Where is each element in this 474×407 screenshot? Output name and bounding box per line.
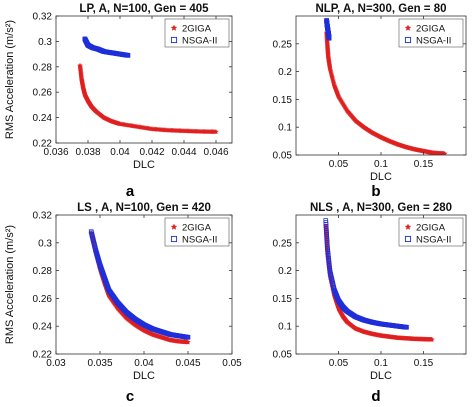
series-2giga bbox=[77, 62, 219, 135]
y-tick-label: 0.28 bbox=[33, 62, 53, 73]
y-tick-label: 0.28 bbox=[33, 266, 53, 277]
x-tick-label: 0.046 bbox=[203, 147, 228, 158]
x-tick-label: 0.04 bbox=[110, 147, 130, 158]
panel-b: NLP, A, N=300, Gen = 80 0.05 0.1 0.15 0.05 0.… bbox=[273, 3, 467, 200]
data-layer bbox=[323, 18, 448, 155]
x-tick-label: 0.036 bbox=[43, 147, 68, 158]
y-axis-label: RMS Acceleration (m/s²) bbox=[4, 20, 16, 139]
x-tick-label: 0.045 bbox=[175, 358, 200, 369]
y-tick-label: 0.22 bbox=[33, 139, 53, 150]
series-nsga-ii bbox=[88, 229, 191, 340]
series-2giga bbox=[323, 29, 448, 155]
series-nsga-ii bbox=[323, 218, 409, 330]
y-tick-label: 0.1 bbox=[278, 322, 292, 333]
y-tick-label: 0.25 bbox=[273, 39, 293, 50]
x-tick-label: 0.03 bbox=[46, 358, 66, 369]
data-point bbox=[326, 35, 332, 41]
y-tick-label: 0.32 bbox=[33, 12, 53, 23]
y-tick-label: 0.1 bbox=[278, 123, 292, 134]
y-tick-label: 0.2 bbox=[278, 266, 292, 277]
legend-marker-star bbox=[170, 24, 178, 31]
data-point bbox=[185, 339, 191, 345]
legend-marker-square bbox=[404, 235, 412, 243]
x-axis-label: DLC bbox=[133, 159, 155, 171]
x-tick-label: 0.1 bbox=[374, 159, 388, 170]
y-tick-label: 0.3 bbox=[38, 37, 52, 48]
x-tick-label: 0.044 bbox=[171, 147, 196, 158]
x-axis-label: DLC bbox=[370, 171, 392, 183]
data-point bbox=[185, 335, 191, 340]
data-point bbox=[404, 325, 409, 330]
y-tick-label: 0.22 bbox=[33, 350, 53, 361]
x-tick-label: 0.035 bbox=[87, 358, 112, 369]
legend-label: NSGA-II bbox=[182, 234, 217, 245]
x-tick-label: 0.038 bbox=[75, 147, 100, 158]
legend-label: 2GIGA bbox=[182, 23, 212, 34]
legend-label: NSGA-II bbox=[416, 234, 451, 245]
x-tick-label: 0.15 bbox=[414, 159, 434, 170]
legend-label: NSGA-II bbox=[182, 35, 217, 46]
y-tick-label: 0.26 bbox=[33, 294, 53, 305]
series-2giga bbox=[88, 230, 191, 345]
data-point bbox=[125, 53, 131, 58]
panel-c: LS , A, N=100, Gen = 420 0.03 0.035 0.04 0.0… bbox=[4, 202, 242, 405]
legend-marker-star bbox=[404, 223, 412, 230]
panel-label: d bbox=[371, 388, 380, 405]
data-layer bbox=[77, 36, 219, 135]
panel-label: b bbox=[371, 183, 380, 200]
data-point bbox=[213, 128, 219, 135]
legend-marker-star bbox=[404, 24, 412, 31]
y-tick-label: 0.15 bbox=[273, 95, 293, 106]
x-axis-label: DLC bbox=[133, 370, 155, 382]
panel-label: c bbox=[126, 388, 134, 405]
x-tick-label: 0.05 bbox=[329, 358, 349, 369]
legend-marker-star bbox=[170, 223, 178, 230]
y-tick-label: 0.24 bbox=[33, 113, 53, 124]
legend-marker-square bbox=[170, 235, 178, 243]
chart-title: NLS , A, N=300, Gen = 280 bbox=[310, 202, 452, 214]
y-tick-label: 0.32 bbox=[33, 211, 53, 222]
chart-title: NLP, A, N=300, Gen = 80 bbox=[315, 3, 446, 15]
legend-marker-square bbox=[170, 36, 178, 44]
series-nsga-ii bbox=[324, 18, 332, 41]
x-tick-label: 0.05 bbox=[222, 358, 242, 369]
y-tick-label: 0.3 bbox=[38, 238, 52, 249]
y-tick-label: 0.25 bbox=[273, 238, 293, 249]
chart-title: LS , A, N=100, Gen = 420 bbox=[77, 202, 211, 214]
legend-label: 2GIGA bbox=[416, 23, 446, 34]
data-point bbox=[429, 336, 435, 342]
x-tick-label: 0.04 bbox=[134, 358, 154, 369]
legend-label: 2GIGA bbox=[182, 222, 212, 233]
x-tick-label: 0.1 bbox=[374, 358, 388, 369]
y-tick-label: 0.05 bbox=[273, 151, 293, 162]
data-layer bbox=[322, 218, 435, 342]
panel-label: a bbox=[126, 183, 135, 200]
data-layer bbox=[88, 229, 191, 345]
y-tick-label: 0.24 bbox=[33, 322, 53, 333]
plot-frame bbox=[55, 15, 233, 144]
legend-label: 2GIGA bbox=[416, 222, 446, 233]
y-axis-label: RMS Acceleration (m/s²) bbox=[4, 225, 16, 344]
series-nsga-ii bbox=[82, 36, 131, 58]
chart-title: LP, A, N=100, Gen = 405 bbox=[79, 3, 209, 15]
x-tick-label: 0.042 bbox=[139, 147, 164, 158]
x-tick-label: 0.15 bbox=[414, 358, 434, 369]
x-tick-label: 0.05 bbox=[329, 159, 349, 170]
panel-d: NLS , A, N=300, Gen = 280 0.05 0.1 0.15 0.05… bbox=[273, 202, 467, 405]
x-axis-label: DLC bbox=[370, 370, 392, 382]
y-tick-label: 0.05 bbox=[273, 350, 293, 361]
y-tick-label: 0.26 bbox=[33, 88, 53, 99]
y-tick-label: 0.2 bbox=[278, 67, 292, 78]
y-tick-label: 0.15 bbox=[273, 294, 293, 305]
panel-a: LP, A, N=100, Gen = 405 0.036 0.038 0.04 0.0… bbox=[4, 3, 233, 200]
legend-label: NSGA-II bbox=[416, 35, 451, 46]
legend-marker-square bbox=[404, 36, 412, 44]
